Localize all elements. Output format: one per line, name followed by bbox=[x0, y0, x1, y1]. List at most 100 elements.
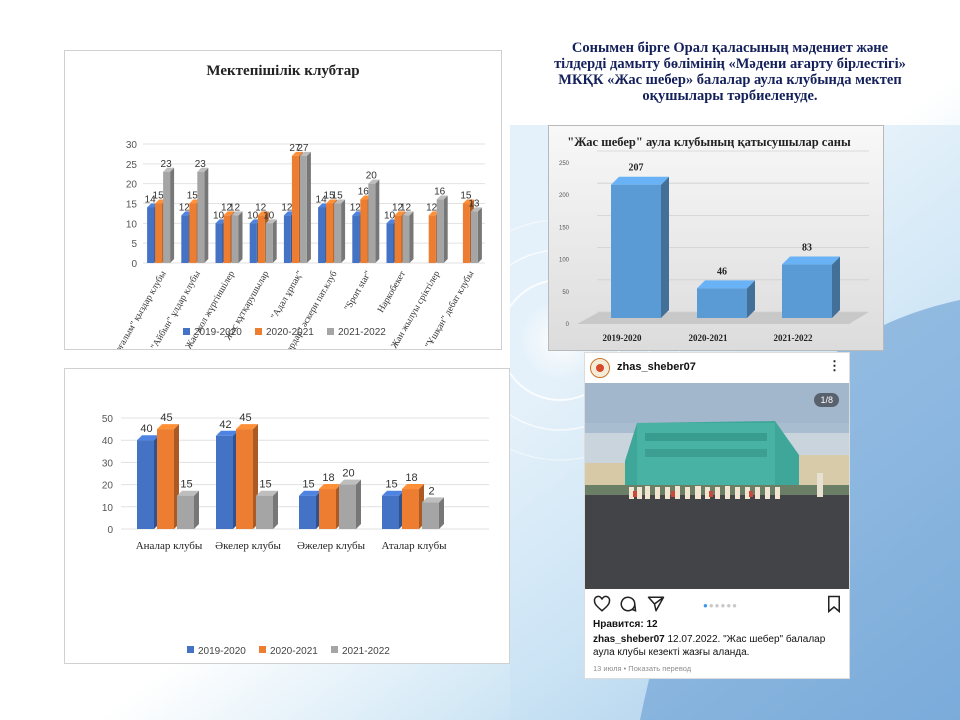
bar-front bbox=[157, 429, 174, 529]
bar bbox=[611, 176, 669, 318]
bar-front bbox=[360, 199, 368, 263]
bar-side bbox=[194, 490, 199, 529]
x-tick-label: 2019-2020 bbox=[603, 333, 642, 343]
bar-front bbox=[422, 502, 439, 529]
bar-front bbox=[215, 223, 223, 263]
data-label: 18 bbox=[322, 472, 334, 484]
data-label: 207 bbox=[629, 163, 644, 174]
chart-title: "Жас шебер" аула клубының қатысушылар са… bbox=[567, 135, 851, 149]
bar-front bbox=[265, 223, 273, 263]
post-username[interactable]: zhas_sheber07 bbox=[617, 361, 696, 373]
legend-label: 2019-2020 bbox=[194, 327, 242, 338]
x-tick-label: Әжелер клубы bbox=[297, 540, 366, 552]
x-tick-label: "Адал ұрпақ" bbox=[270, 269, 306, 321]
bar-top bbox=[197, 167, 209, 172]
y-tick-label: 0 bbox=[566, 322, 570, 328]
bar-front bbox=[402, 215, 410, 263]
bar-front bbox=[181, 215, 189, 263]
bar-front bbox=[318, 207, 326, 263]
data-label: 15 bbox=[460, 191, 472, 202]
bar-top bbox=[339, 479, 361, 485]
bar bbox=[157, 424, 179, 529]
bar-side bbox=[306, 151, 311, 263]
data-label: 15 bbox=[385, 479, 397, 491]
likes-count[interactable]: Нравится: 12 bbox=[593, 619, 658, 630]
bar bbox=[436, 195, 448, 263]
bar bbox=[137, 435, 159, 529]
data-label: 40 bbox=[140, 423, 152, 435]
bar-top bbox=[782, 256, 840, 265]
data-label: 16 bbox=[434, 187, 446, 198]
bar-top bbox=[163, 167, 175, 172]
bar-top bbox=[137, 435, 159, 441]
bar-front bbox=[386, 223, 394, 263]
y-tick-label: 10 bbox=[102, 503, 114, 514]
bar-front bbox=[352, 215, 360, 263]
data-label: 14 bbox=[316, 194, 328, 205]
bar-top bbox=[368, 179, 380, 184]
bar-front bbox=[236, 429, 253, 529]
data-label: 15 bbox=[153, 191, 165, 202]
more-options-icon[interactable]: ⋮ bbox=[828, 358, 841, 373]
data-label: 23 bbox=[161, 159, 173, 170]
bar-front bbox=[189, 203, 197, 263]
bar-top bbox=[470, 207, 482, 212]
comment-icon[interactable] bbox=[619, 595, 637, 613]
bar-front bbox=[257, 215, 265, 263]
y-tick-label: 150 bbox=[559, 225, 570, 231]
heart-icon[interactable] bbox=[593, 595, 611, 613]
photo-illustration bbox=[585, 383, 849, 589]
bar-top bbox=[231, 211, 243, 216]
bar bbox=[163, 167, 175, 263]
caption-line: тілдерді дамыту бөлімінің «Мәдени ағарту… bbox=[554, 56, 906, 72]
data-label: 12 bbox=[350, 202, 362, 213]
y-tick-label: 200 bbox=[559, 193, 570, 199]
caption-username[interactable]: zhas_sheber07 bbox=[593, 634, 665, 645]
y-tick-label: 30 bbox=[102, 458, 114, 469]
post-actions bbox=[585, 593, 849, 615]
bar-side bbox=[443, 195, 448, 263]
y-tick-label: 25 bbox=[126, 160, 138, 171]
data-label: 12 bbox=[221, 202, 233, 213]
bookmark-icon[interactable] bbox=[825, 595, 843, 613]
participants-chart-panel: "Жас шебер" аула клубының қатысушылар са… bbox=[548, 125, 884, 351]
bar-front bbox=[299, 495, 316, 529]
avatar[interactable] bbox=[590, 358, 610, 378]
data-label: 12 bbox=[392, 202, 404, 213]
data-label: 20 bbox=[366, 171, 378, 182]
legend-swatch bbox=[255, 328, 262, 335]
bar bbox=[256, 490, 278, 529]
data-label: 10 bbox=[384, 210, 396, 221]
bar-top bbox=[236, 424, 258, 430]
post-photo[interactable]: 1/8 bbox=[585, 383, 849, 589]
bar-front bbox=[197, 171, 205, 263]
post-header: zhas_sheber07 ⋮ bbox=[585, 353, 849, 383]
y-tick-label: 5 bbox=[131, 239, 137, 250]
carousel-dots: ●●●●●● bbox=[703, 601, 739, 610]
slide-counter: 1/8 bbox=[814, 393, 839, 407]
legend-swatch bbox=[327, 328, 334, 335]
x-tick-label: Наркобекет bbox=[375, 268, 408, 314]
caption-line: оқушылары тәрбиеленуде. bbox=[642, 88, 818, 104]
bar bbox=[231, 211, 243, 263]
post-meta[interactable]: 13 июля • Показать перевод bbox=[593, 664, 692, 673]
bar-side bbox=[832, 256, 840, 318]
data-label: 12 bbox=[255, 202, 267, 213]
bar-front bbox=[326, 203, 334, 263]
legend-label: 2021-2022 bbox=[338, 327, 386, 338]
bar-front bbox=[334, 203, 342, 263]
data-label: 14 bbox=[145, 194, 157, 205]
y-tick-label: 10 bbox=[126, 219, 138, 230]
data-label: 10 bbox=[263, 210, 275, 221]
bar-front bbox=[394, 215, 402, 263]
chart-title: Мектепішілік клубтар bbox=[206, 63, 359, 79]
bar-top bbox=[422, 497, 444, 503]
bar-front bbox=[611, 184, 661, 318]
bar-front bbox=[223, 215, 231, 263]
y-tick-label: 50 bbox=[562, 290, 569, 296]
school-clubs-chart-panel: Мектепішілік клубтар 0 5 10 15 20 25 30 14 15 23 "С… bbox=[64, 50, 502, 350]
bar-side bbox=[477, 207, 482, 263]
bar-top bbox=[394, 211, 406, 216]
bar bbox=[236, 424, 258, 529]
share-icon[interactable] bbox=[647, 595, 665, 613]
